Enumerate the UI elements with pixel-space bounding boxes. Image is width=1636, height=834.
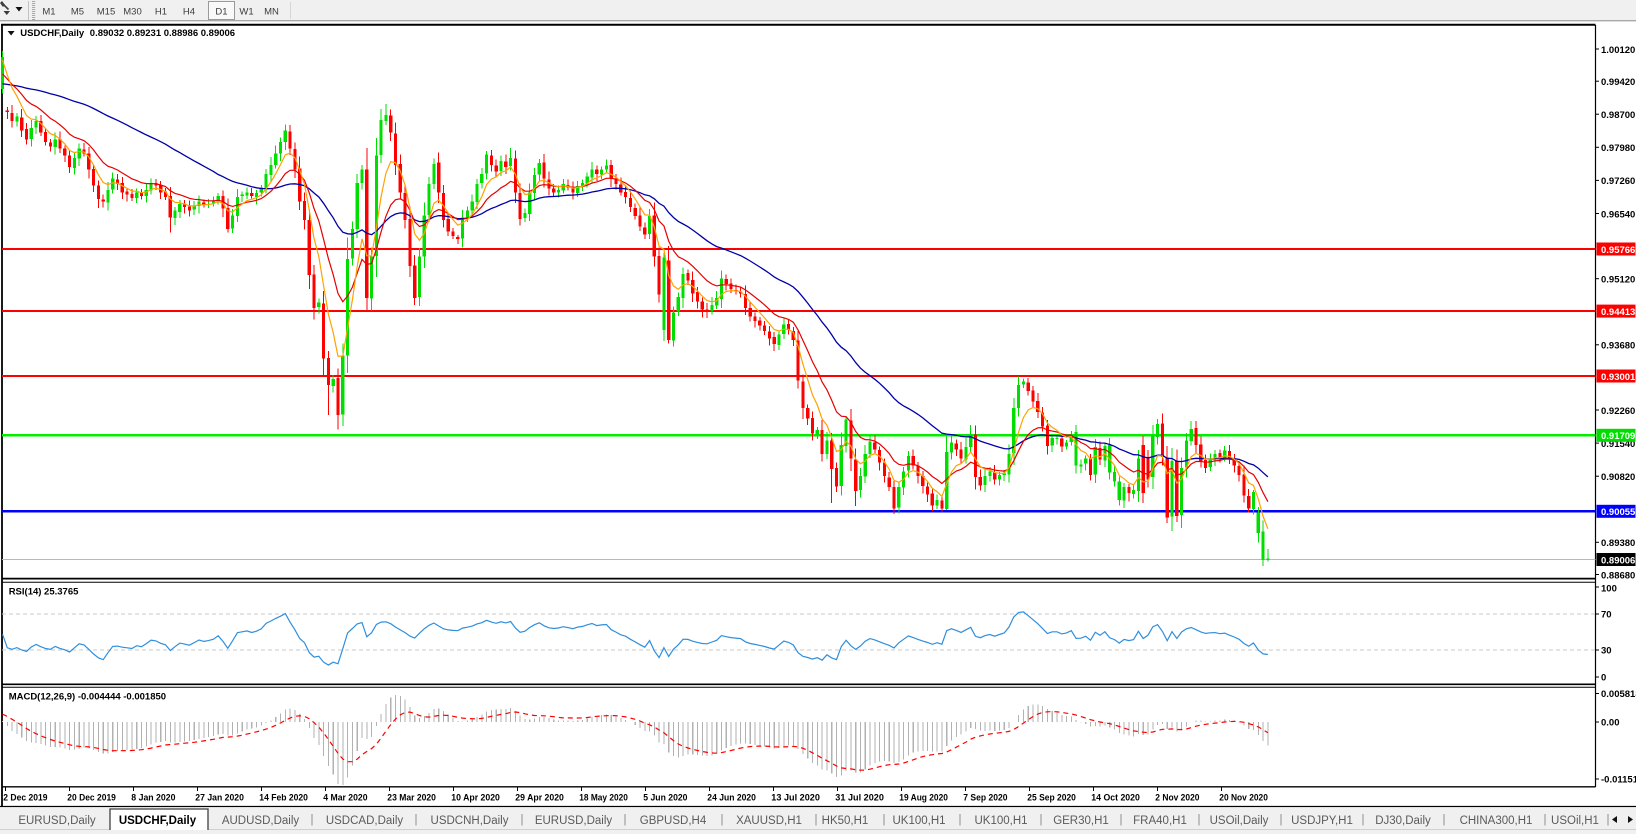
svg-text:25 Sep 2020: 25 Sep 2020 xyxy=(1027,793,1076,804)
svg-text:4 Mar 2020: 4 Mar 2020 xyxy=(323,793,367,804)
svg-text:0.005818: 0.005818 xyxy=(1601,689,1636,700)
svg-text:|: | xyxy=(1120,814,1123,826)
svg-text:0.96540: 0.96540 xyxy=(1601,209,1635,220)
svg-text:27 Jan 2020: 27 Jan 2020 xyxy=(195,793,244,804)
svg-text:|: | xyxy=(311,814,314,826)
svg-text:USDCHF,Daily: USDCHF,Daily xyxy=(119,815,197,827)
svg-text:19 Aug 2020: 19 Aug 2020 xyxy=(899,793,948,804)
svg-text:8 Jan 2020: 8 Jan 2020 xyxy=(131,793,175,804)
svg-text:-0.011511: -0.011511 xyxy=(1601,775,1636,786)
svg-text:D1: D1 xyxy=(215,7,227,18)
svg-text:0.94413: 0.94413 xyxy=(1601,307,1635,318)
svg-text:0.93001: 0.93001 xyxy=(1601,372,1636,383)
svg-text:0.89006: 0.89006 xyxy=(1601,555,1635,566)
svg-text:0.95766: 0.95766 xyxy=(1601,245,1635,256)
svg-text:USDCHF,Daily: USDCHF,Daily xyxy=(20,28,85,39)
svg-text:24 Jun 2020: 24 Jun 2020 xyxy=(707,793,756,804)
svg-text:18 May 2020: 18 May 2020 xyxy=(579,793,628,804)
svg-text:M15: M15 xyxy=(97,7,115,18)
svg-text:HK50,H1: HK50,H1 xyxy=(822,815,869,827)
svg-text:W1: W1 xyxy=(239,7,253,18)
svg-text:AUDUSD,Daily: AUDUSD,Daily xyxy=(222,815,300,827)
svg-text:0.00: 0.00 xyxy=(1601,718,1620,729)
svg-text:0.88680: 0.88680 xyxy=(1601,570,1635,581)
svg-text:USDJPY,H1: USDJPY,H1 xyxy=(1291,815,1353,827)
svg-text:EURUSD,Daily: EURUSD,Daily xyxy=(535,815,613,827)
svg-text:|: | xyxy=(1280,814,1283,826)
svg-text:MACD(12,26,9) -0.004444 -0.001: MACD(12,26,9) -0.004444 -0.001850 xyxy=(9,692,166,703)
svg-text:|: | xyxy=(521,814,524,826)
svg-text:100: 100 xyxy=(1601,584,1617,595)
svg-text:0.89380: 0.89380 xyxy=(1601,538,1635,549)
svg-text:|: | xyxy=(721,814,724,826)
svg-text:31 Jul 2020: 31 Jul 2020 xyxy=(835,793,884,804)
svg-text:|: | xyxy=(1362,814,1365,826)
svg-text:USOil,H1: USOil,H1 xyxy=(1551,815,1599,827)
svg-text:|: | xyxy=(415,814,418,826)
svg-text:|: | xyxy=(624,814,627,826)
svg-text:|: | xyxy=(959,814,962,826)
svg-text:30: 30 xyxy=(1601,646,1612,657)
svg-text:USOil,Daily: USOil,Daily xyxy=(1210,815,1269,827)
svg-text:EURUSD,Daily: EURUSD,Daily xyxy=(18,815,96,827)
svg-text:7 Sep 2020: 7 Sep 2020 xyxy=(963,793,1007,804)
svg-text:5 Jun 2020: 5 Jun 2020 xyxy=(643,793,687,804)
svg-text:10 Apr 2020: 10 Apr 2020 xyxy=(451,793,500,804)
svg-text:0.91540: 0.91540 xyxy=(1601,439,1635,450)
svg-text:|: | xyxy=(1443,814,1446,826)
svg-text:0.92260: 0.92260 xyxy=(1601,406,1635,417)
svg-text:M1: M1 xyxy=(42,7,55,18)
svg-text:0.90055: 0.90055 xyxy=(1601,507,1636,518)
svg-text:H1: H1 xyxy=(155,7,167,18)
svg-text:FRA40,H1: FRA40,H1 xyxy=(1133,815,1187,827)
svg-text:13 Jul 2020: 13 Jul 2020 xyxy=(771,793,820,804)
svg-text:20 Dec 2019: 20 Dec 2019 xyxy=(67,793,116,804)
svg-text:2 Nov 2020: 2 Nov 2020 xyxy=(1155,793,1199,804)
svg-text:0.95120: 0.95120 xyxy=(1601,275,1635,286)
svg-text:GBPUSD,H4: GBPUSD,H4 xyxy=(640,815,707,827)
svg-text:|: | xyxy=(815,814,818,826)
svg-text:USDCNH,Daily: USDCNH,Daily xyxy=(431,815,509,827)
svg-text:0.90820: 0.90820 xyxy=(1601,472,1635,483)
svg-text:0.97260: 0.97260 xyxy=(1601,176,1635,187)
svg-text:20 Nov 2020: 20 Nov 2020 xyxy=(1219,793,1268,804)
svg-text:|: | xyxy=(1544,814,1547,826)
svg-text:70: 70 xyxy=(1601,610,1612,621)
svg-text:M5: M5 xyxy=(71,7,84,18)
svg-text:|: | xyxy=(1040,814,1043,826)
svg-text:MN: MN xyxy=(264,7,279,18)
svg-text:23 Mar 2020: 23 Mar 2020 xyxy=(387,793,436,804)
svg-text:2 Dec 2019: 2 Dec 2019 xyxy=(3,793,47,804)
svg-text:|: | xyxy=(1607,814,1610,826)
svg-text:UK100,H1: UK100,H1 xyxy=(974,815,1027,827)
svg-text:|: | xyxy=(883,814,886,826)
svg-text:USDCAD,Daily: USDCAD,Daily xyxy=(326,815,404,827)
svg-text:H4: H4 xyxy=(183,7,195,18)
svg-text:0.89032 0.89231 0.88986 0.8900: 0.89032 0.89231 0.88986 0.89006 xyxy=(90,28,235,39)
svg-text:0.91709: 0.91709 xyxy=(1601,431,1635,442)
svg-text:0.98700: 0.98700 xyxy=(1601,110,1635,121)
svg-text:14 Feb 2020: 14 Feb 2020 xyxy=(259,793,308,804)
svg-text:XAUUSD,H1: XAUUSD,H1 xyxy=(736,815,802,827)
svg-text:0.93680: 0.93680 xyxy=(1601,341,1635,352)
svg-text:DJ30,Daily: DJ30,Daily xyxy=(1375,815,1431,827)
svg-text:0: 0 xyxy=(1601,673,1606,684)
svg-text:0.99420: 0.99420 xyxy=(1601,77,1635,88)
svg-text:|: | xyxy=(1198,814,1201,826)
svg-text:0.97980: 0.97980 xyxy=(1601,143,1635,154)
svg-text:GER30,H1: GER30,H1 xyxy=(1053,815,1109,827)
svg-text:M30: M30 xyxy=(123,7,141,18)
svg-text:14 Oct 2020: 14 Oct 2020 xyxy=(1091,793,1140,804)
svg-text:UK100,H1: UK100,H1 xyxy=(892,815,945,827)
svg-text:RSI(14) 25.3765: RSI(14) 25.3765 xyxy=(9,587,79,598)
svg-text:1.00120: 1.00120 xyxy=(1601,45,1635,56)
svg-text:29 Apr 2020: 29 Apr 2020 xyxy=(515,793,564,804)
svg-text:CHINA300,H1: CHINA300,H1 xyxy=(1460,815,1533,827)
